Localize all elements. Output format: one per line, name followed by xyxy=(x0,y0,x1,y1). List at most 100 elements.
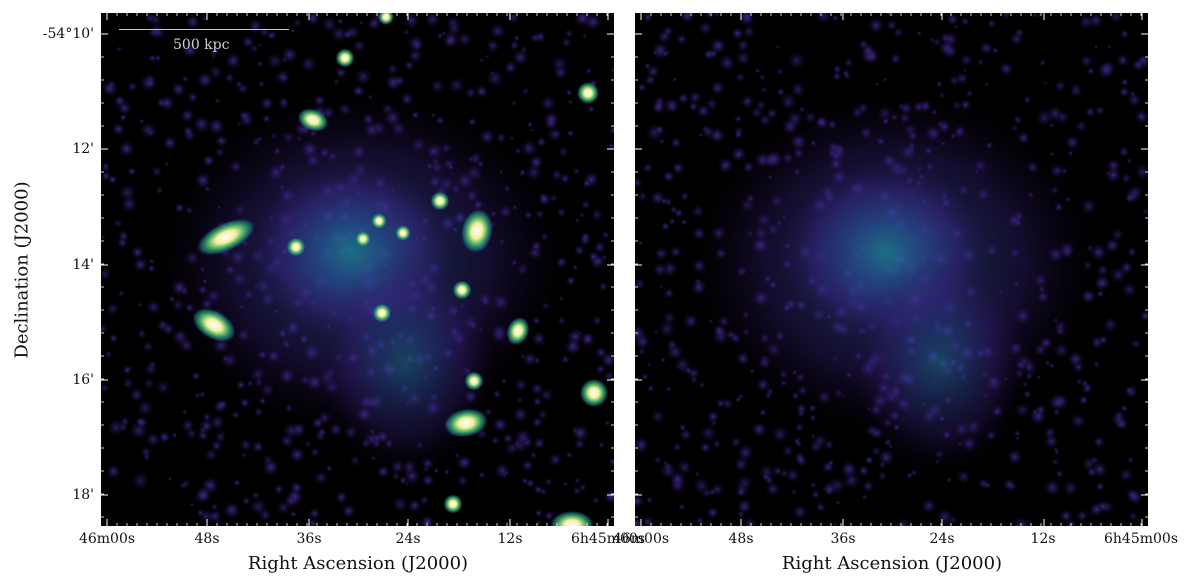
noise-speckle xyxy=(143,377,155,389)
noise-speckle xyxy=(446,20,462,37)
noise-speckle xyxy=(145,432,161,447)
noise-speckle xyxy=(1043,80,1048,86)
point-source xyxy=(335,48,355,68)
noise-speckle xyxy=(190,370,202,382)
noise-speckle xyxy=(1067,150,1074,157)
noise-speckle xyxy=(610,67,614,73)
noise-speckle xyxy=(736,38,750,52)
noise-speckle xyxy=(556,207,567,218)
noise-speckle xyxy=(1043,479,1061,497)
noise-speckle xyxy=(953,24,959,30)
noise-speckle xyxy=(204,448,218,462)
noise-speckle xyxy=(870,445,882,457)
noise-speckle xyxy=(521,477,529,485)
noise-speckle xyxy=(1051,458,1060,467)
noise-speckle xyxy=(258,42,263,47)
noise-speckle xyxy=(832,14,839,22)
noise-speckle xyxy=(1120,404,1128,412)
noise-speckle xyxy=(1097,61,1115,80)
noise-speckle xyxy=(485,54,490,59)
noise-speckle xyxy=(733,114,743,124)
noise-speckle xyxy=(129,387,144,403)
noise-speckle xyxy=(962,67,968,73)
noise-speckle xyxy=(1128,511,1139,522)
noise-speckle xyxy=(202,412,213,423)
noise-speckle xyxy=(1047,393,1066,412)
noise-speckle xyxy=(792,504,808,520)
noise-speckle xyxy=(600,351,614,369)
noise-speckle xyxy=(249,43,260,54)
noise-speckle xyxy=(122,377,135,390)
noise-speckle xyxy=(1116,53,1130,67)
noise-speckle xyxy=(785,467,801,483)
noise-speckle xyxy=(608,457,614,466)
noise-speckle xyxy=(509,135,515,141)
noise-speckle xyxy=(526,121,533,128)
noise-speckle xyxy=(149,23,166,40)
noise-speckle xyxy=(680,218,688,226)
noise-speckle xyxy=(120,195,139,214)
noise-speckle xyxy=(1106,158,1121,173)
noise-speckle xyxy=(759,408,767,416)
noise-speckle xyxy=(794,422,805,433)
noise-speckle xyxy=(828,459,835,466)
noise-speckle xyxy=(104,350,113,359)
noise-speckle xyxy=(201,476,219,494)
noise-speckle xyxy=(223,501,241,519)
noise-speckle xyxy=(145,299,162,316)
noise-speckle xyxy=(403,29,410,36)
noise-speckle xyxy=(932,36,942,47)
noise-speckle xyxy=(1134,109,1148,124)
noise-speckle xyxy=(543,111,560,128)
noise-speckle xyxy=(528,154,544,170)
noise-speckle xyxy=(1102,316,1119,333)
noise-speckle xyxy=(920,497,938,515)
noise-speckle xyxy=(674,208,684,218)
noise-speckle xyxy=(430,78,445,94)
noise-speckle xyxy=(814,13,833,25)
noise-speckle xyxy=(171,82,186,97)
noise-speckle xyxy=(776,87,786,97)
noise-speckle xyxy=(1115,417,1129,431)
noise-speckle xyxy=(790,82,806,98)
noise-speckle xyxy=(1006,449,1023,465)
noise-speckle xyxy=(521,459,534,472)
noise-speckle xyxy=(742,516,758,526)
noise-speckle xyxy=(653,455,663,465)
noise-speckle xyxy=(546,126,563,143)
noise-speckle xyxy=(977,58,985,66)
noise-speckle xyxy=(117,289,126,298)
noise-speckle xyxy=(155,318,170,333)
noise-speckle xyxy=(1121,281,1138,298)
noise-speckle xyxy=(532,397,542,407)
noise-speckle xyxy=(758,113,772,127)
noise-speckle xyxy=(677,92,690,105)
point-source xyxy=(355,231,371,247)
noise-speckle xyxy=(889,53,902,65)
noise-speckle xyxy=(171,432,178,439)
noise-speckle xyxy=(289,446,306,463)
point-source xyxy=(579,378,609,408)
noise-speckle xyxy=(1053,447,1059,452)
noise-speckle xyxy=(635,436,650,454)
noise-speckle xyxy=(1095,481,1105,492)
noise-speckle xyxy=(771,425,789,444)
y-tick-label: -54°10' xyxy=(42,26,94,42)
noise-speckle xyxy=(737,444,754,461)
noise-speckle xyxy=(698,381,706,389)
noise-speckle xyxy=(657,29,672,44)
noise-speckle xyxy=(1031,408,1039,416)
noise-speckle xyxy=(582,179,592,189)
noise-speckle xyxy=(543,510,555,521)
noise-speckle xyxy=(1094,44,1099,49)
noise-speckle xyxy=(1092,436,1105,448)
point-source xyxy=(371,213,387,229)
noise-speckle xyxy=(421,473,435,488)
scale-bar xyxy=(119,29,289,30)
noise-speckle xyxy=(862,479,875,493)
noise-speckle xyxy=(587,105,595,113)
point-source xyxy=(196,218,256,256)
noise-speckle xyxy=(533,437,546,450)
point-source xyxy=(297,108,329,132)
noise-speckle xyxy=(241,452,247,459)
